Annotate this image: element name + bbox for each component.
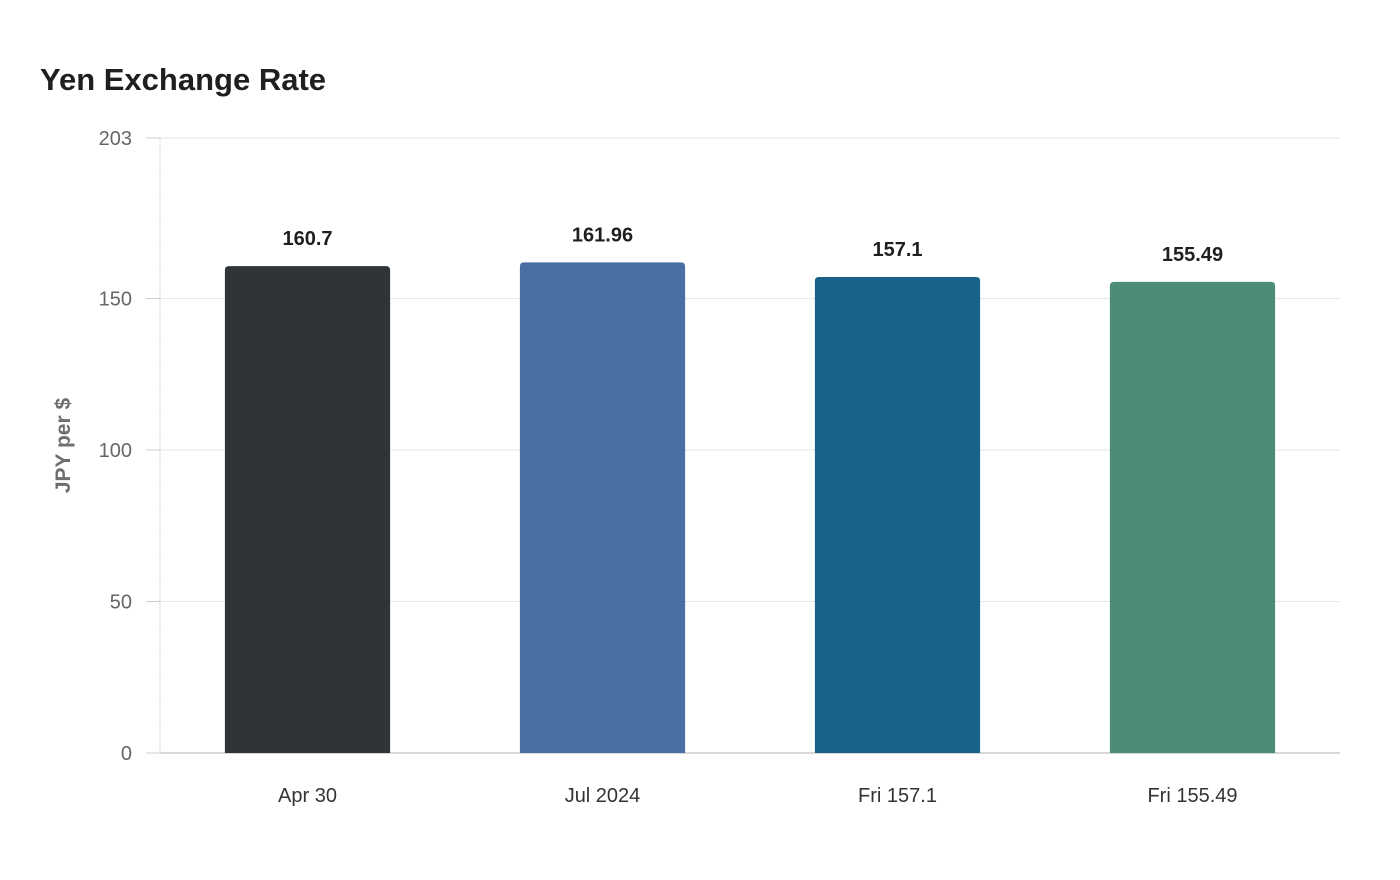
y-tick-label: 50 [110,592,132,614]
y-tick-label: 0 [121,743,132,765]
bar-value-label: 161.96 [572,224,633,246]
bar [519,262,686,753]
y-tick-label: 203 [99,128,132,150]
bars [224,262,1276,753]
x-tick-label: Apr 30 [278,785,337,807]
data-labels: 160.7 Apr 30 161.96 Jul 2024 157.1 Fri 157.1 1… [278,224,1238,807]
x-tick-label: Fri 157.1 [858,785,937,807]
bar [224,266,391,753]
bar-value-label: 155.49 [1162,244,1223,266]
chart-title: Yen Exchange Rate [40,62,327,97]
x-tick-label: Jul 2024 [565,785,641,807]
x-tick-label: Fri 155.49 [1147,785,1237,807]
bar [814,277,981,753]
bar-value-label: 160.7 [282,228,332,250]
bar [1109,281,1276,753]
y-axis-label: JPY per $ [52,398,75,494]
y-tick-label: 150 [99,289,132,311]
bar-value-label: 157.1 [872,239,922,261]
y-tick-label: 100 [99,440,132,462]
